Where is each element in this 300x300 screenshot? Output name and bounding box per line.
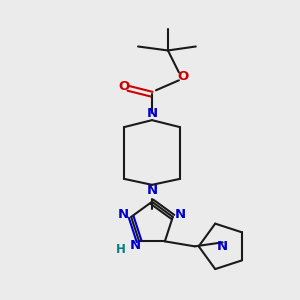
Text: N: N: [146, 184, 158, 197]
Text: N: N: [130, 239, 141, 252]
Text: N: N: [118, 208, 129, 221]
Text: O: O: [118, 80, 130, 93]
Text: N: N: [217, 240, 228, 253]
Text: N: N: [175, 208, 186, 221]
Text: N: N: [146, 107, 158, 120]
Text: H: H: [116, 243, 126, 256]
Text: O: O: [177, 70, 188, 83]
